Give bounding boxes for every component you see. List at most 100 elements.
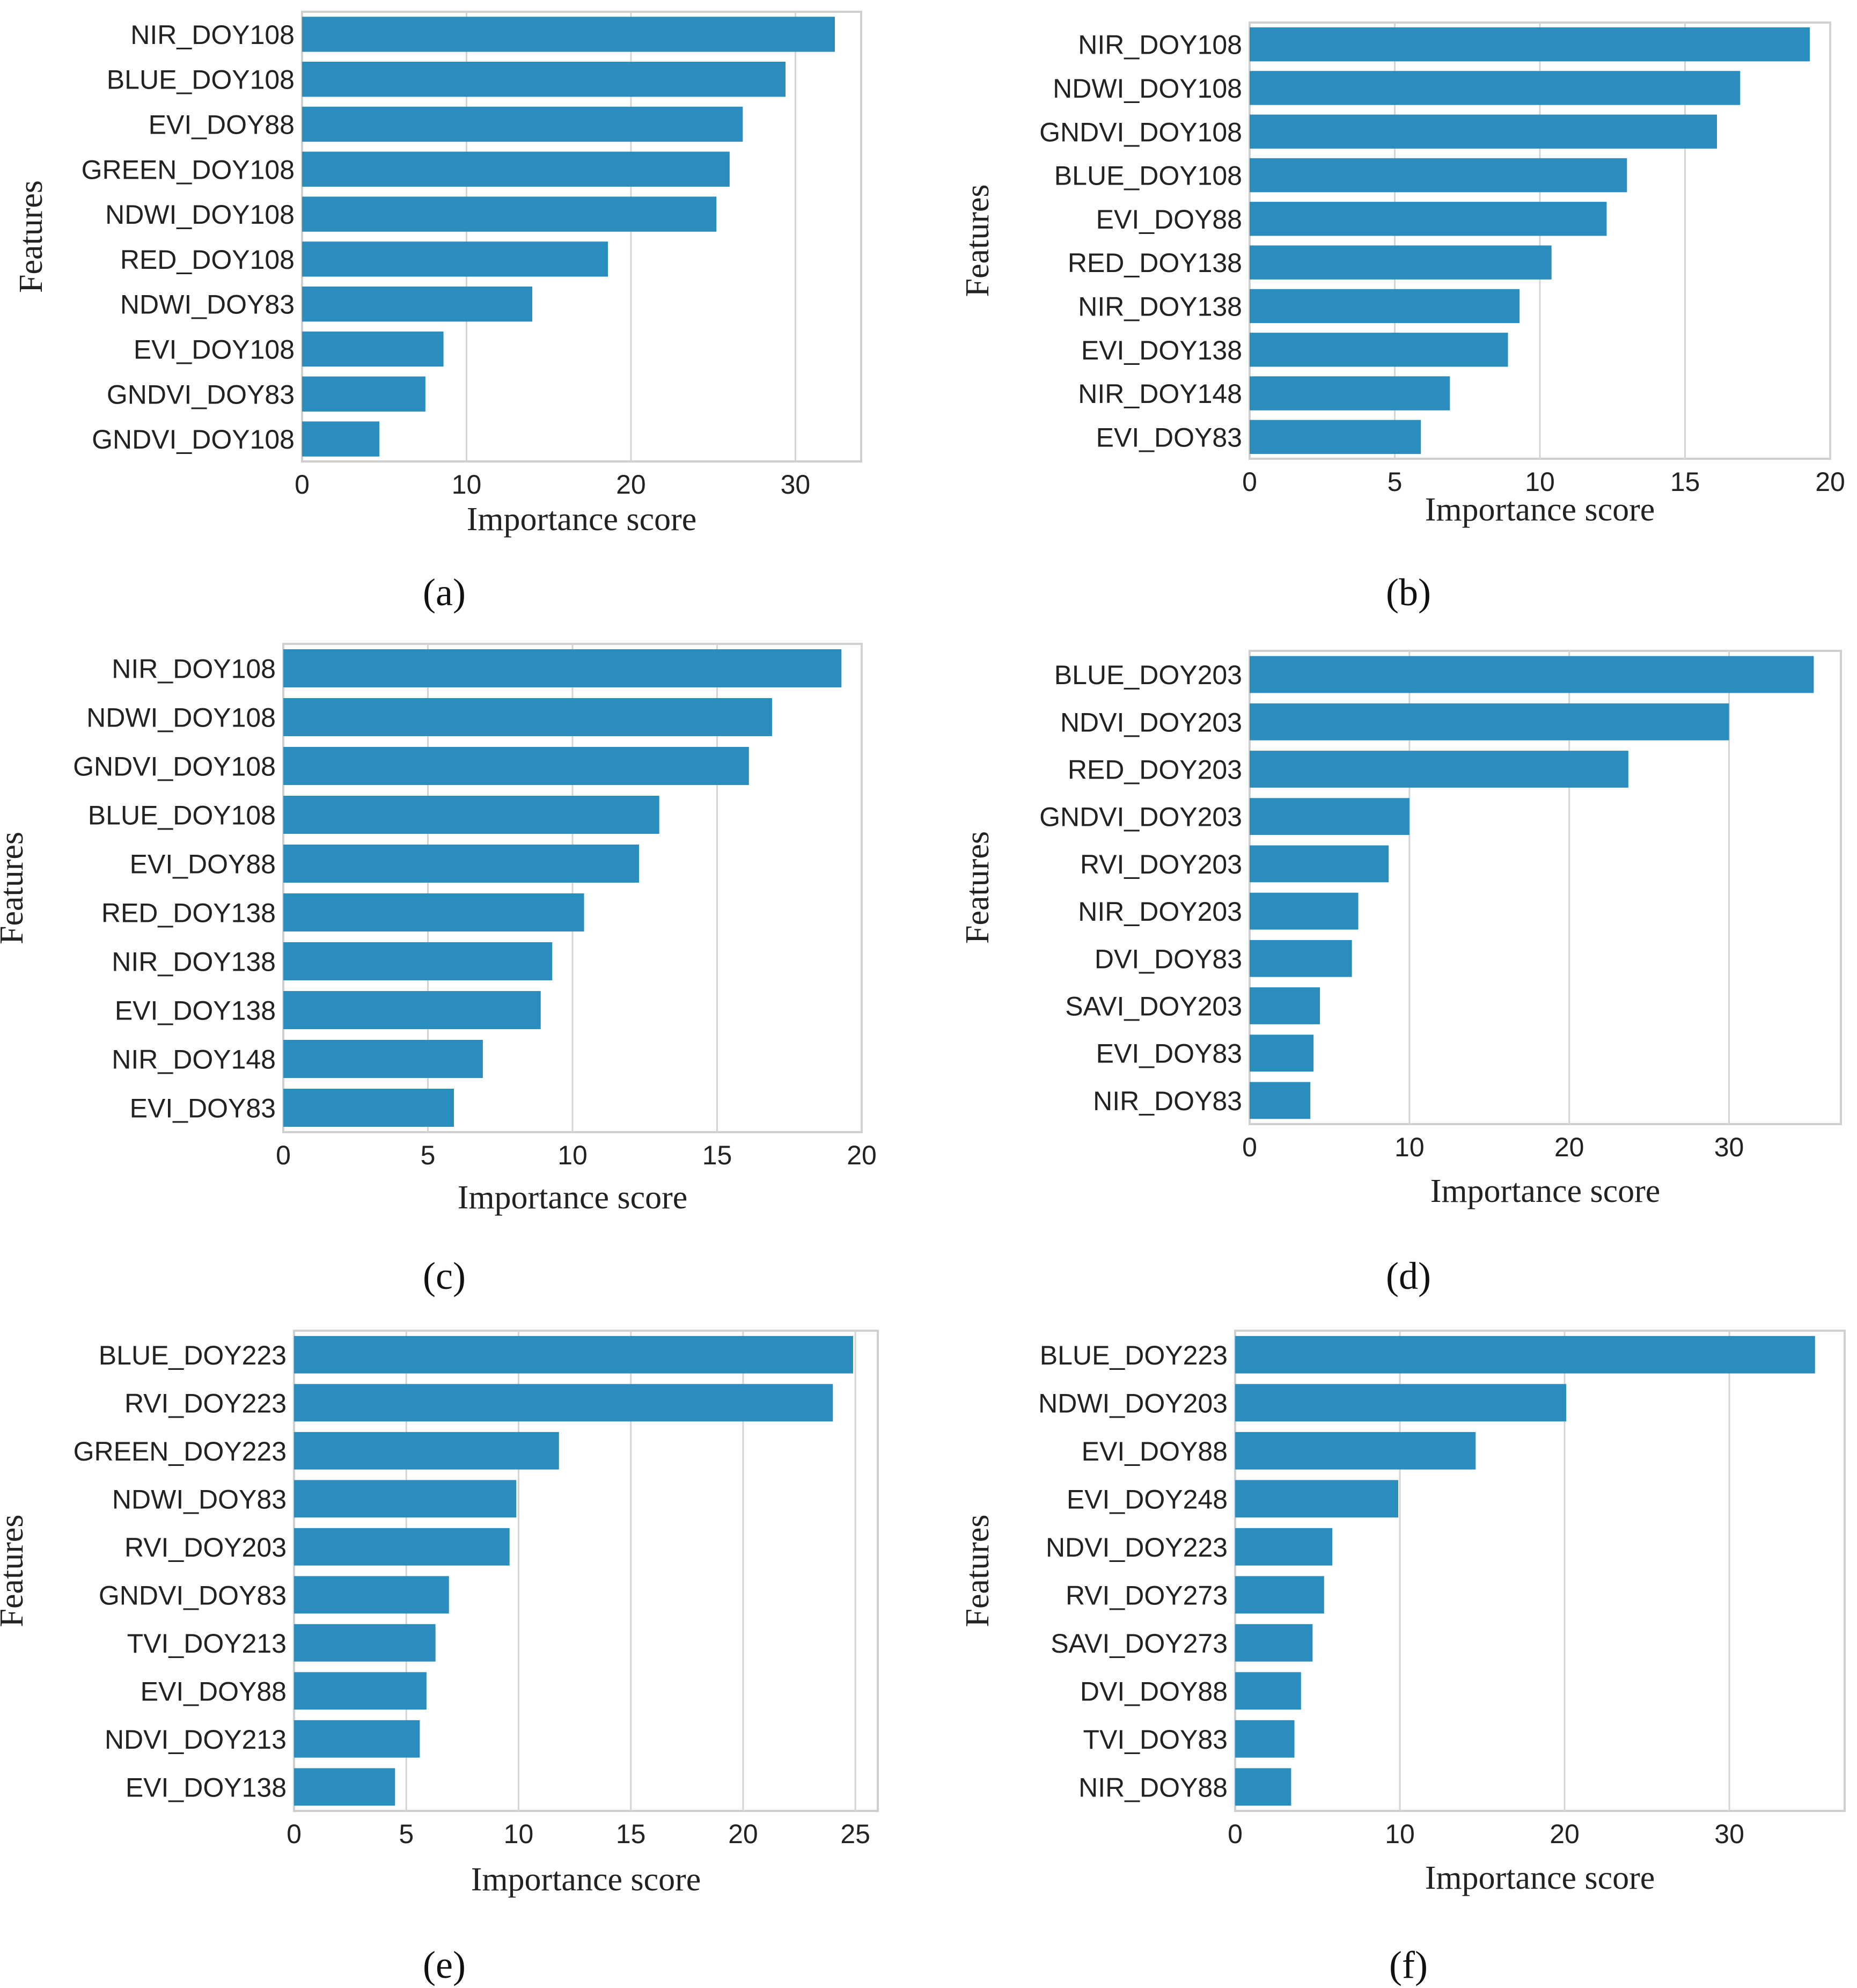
x-axis-title: Importance score [1430,1173,1661,1209]
y-tick-label: RVI_DOY273 [1066,1580,1228,1610]
chart-panel-d: 0 10 20 30 BLUE_DOY203 NDVI_DOY203 RED_DOY203 G… [959,650,1842,1297]
plot-frame [1249,650,1842,1125]
y-tick-label: BLUE_DOY108 [107,65,295,95]
y-tick-label: EVI_DOY138 [1081,335,1242,365]
y-tick-label: GREEN_DOY108 [82,155,295,185]
bar [283,991,541,1029]
y-tick-label: NIR_DOY108 [112,654,276,684]
x-tick-label: 20 [616,470,646,500]
y-tick-label: TVI_DOY213 [127,1628,287,1659]
x-tick-label: 5 [421,1140,436,1170]
y-tick-label: TVI_DOY83 [1083,1725,1228,1755]
y-tick-label: NDVI_DOY213 [105,1725,287,1755]
bar [1250,987,1320,1024]
bar [1235,1672,1301,1710]
bar [1235,1432,1476,1470]
x-tick-label: 15 [616,1819,646,1849]
bar [302,331,444,367]
x-tick-label: 0 [295,470,310,500]
bar [283,698,772,736]
x-tick-label: 0 [1242,467,1257,497]
bar [302,17,835,52]
bar [1250,845,1389,883]
y-tick-label: NIR_DOY148 [112,1045,276,1075]
bar [1235,1384,1567,1422]
y-tick-label: GNDVI_DOY83 [107,379,295,409]
bar [1250,71,1741,105]
bar [1250,202,1607,236]
bar [294,1336,853,1374]
x-tick-label: 0 [287,1819,302,1849]
y-tick-label: BLUE_DOY203 [1054,660,1242,690]
chart-panel-e: 0 5 10 15 20 25 BLUE_DOY223 RVI_DOY223 GREEN_DOY… [0,1330,879,1986]
bar [294,1432,559,1470]
y-tick-label: NIR_DOY138 [112,947,276,977]
y-tick-label: SAVI_DOY273 [1051,1628,1228,1659]
bar [1250,27,1810,62]
x-tick-label: 20 [728,1819,758,1849]
x-tick-label: 30 [1714,1819,1744,1849]
y-tick-label: RVI_DOY223 [124,1388,287,1418]
y-tick-label: NDWI_DOY108 [1053,74,1242,104]
y-tick-label: NDWI_DOY108 [86,703,276,733]
y-tick-label: GNDVI_DOY83 [99,1580,287,1610]
bar [302,376,425,412]
y-tick-label: NDWI_DOY83 [112,1484,287,1514]
bar [1235,1336,1815,1374]
bar [1250,1082,1311,1119]
x-tick-label: 5 [399,1819,414,1849]
panel-caption: (f) [1389,1943,1428,1986]
bar [302,151,730,187]
bar [302,196,717,232]
x-tick-label: 20 [1815,467,1845,497]
y-tick-label: NDVI_DOY203 [1060,707,1242,737]
chart-panel-f: 0 10 20 30 BLUE_DOY223 NDWI_DOY203 EVI_DOY88 EV… [959,1330,1846,1986]
bar [294,1720,420,1758]
y-tick-label: NDWI_DOY108 [105,200,295,230]
bar [1235,1768,1291,1806]
y-tick-label: RVI_DOY203 [124,1532,287,1562]
x-tick-label: 10 [1385,1819,1415,1849]
y-tick-label: NIR_DOY148 [1078,379,1242,409]
y-axis-title: Features [13,180,49,293]
panel-caption: (b) [1386,571,1431,614]
y-tick-label: NDWI_DOY203 [1038,1388,1228,1418]
x-tick-label: 0 [1228,1819,1243,1849]
y-tick-label: GNDVI_DOY108 [1039,117,1242,147]
chart-panel-c: 0 5 10 15 20 NIR_DOY108 NDWI_DOY108 GNDVI_DOY10… [0,643,877,1297]
x-tick-label: 10 [1394,1132,1425,1162]
y-tick-label: NIR_DOY88 [1078,1772,1228,1802]
y-tick-label: GREEN_DOY223 [74,1436,287,1466]
x-axis-title: Importance score [458,1179,688,1216]
y-tick-label: RED_DOY203 [1068,755,1242,785]
y-tick-label: EVI_DOY88 [1096,204,1242,234]
bar [294,1384,833,1422]
bar [1250,751,1628,788]
y-tick-label: RED_DOY138 [101,898,276,928]
y-axis-title: Features [0,1514,30,1627]
y-tick-label: GNDVI_DOY108 [92,424,295,454]
x-tick-label: 10 [452,470,482,500]
y-tick-label: BLUE_DOY223 [99,1340,287,1370]
y-tick-label: EVI_DOY88 [141,1676,287,1706]
bar [1250,114,1717,149]
bar [283,893,584,931]
y-tick-label: EVI_DOY248 [1067,1484,1228,1514]
bar [283,1089,454,1127]
x-tick-label: 20 [1554,1132,1584,1162]
panel-caption: (e) [423,1943,466,1986]
y-tick-label: RED_DOY138 [1068,248,1242,278]
x-tick-label: 0 [276,1140,291,1170]
bar [1250,798,1410,835]
y-tick-label: DVI_DOY83 [1095,944,1242,974]
plot-frame [293,1330,879,1812]
bar [302,241,608,277]
y-tick-label: NIR_DOY138 [1078,291,1242,321]
bar [294,1480,517,1518]
bar [1250,420,1421,454]
y-tick-label: BLUE_DOY108 [88,801,276,831]
y-tick-label: EVI_DOY138 [115,996,276,1026]
y-tick-label: EVI_DOY108 [134,335,295,365]
x-tick-label: 15 [702,1140,732,1170]
